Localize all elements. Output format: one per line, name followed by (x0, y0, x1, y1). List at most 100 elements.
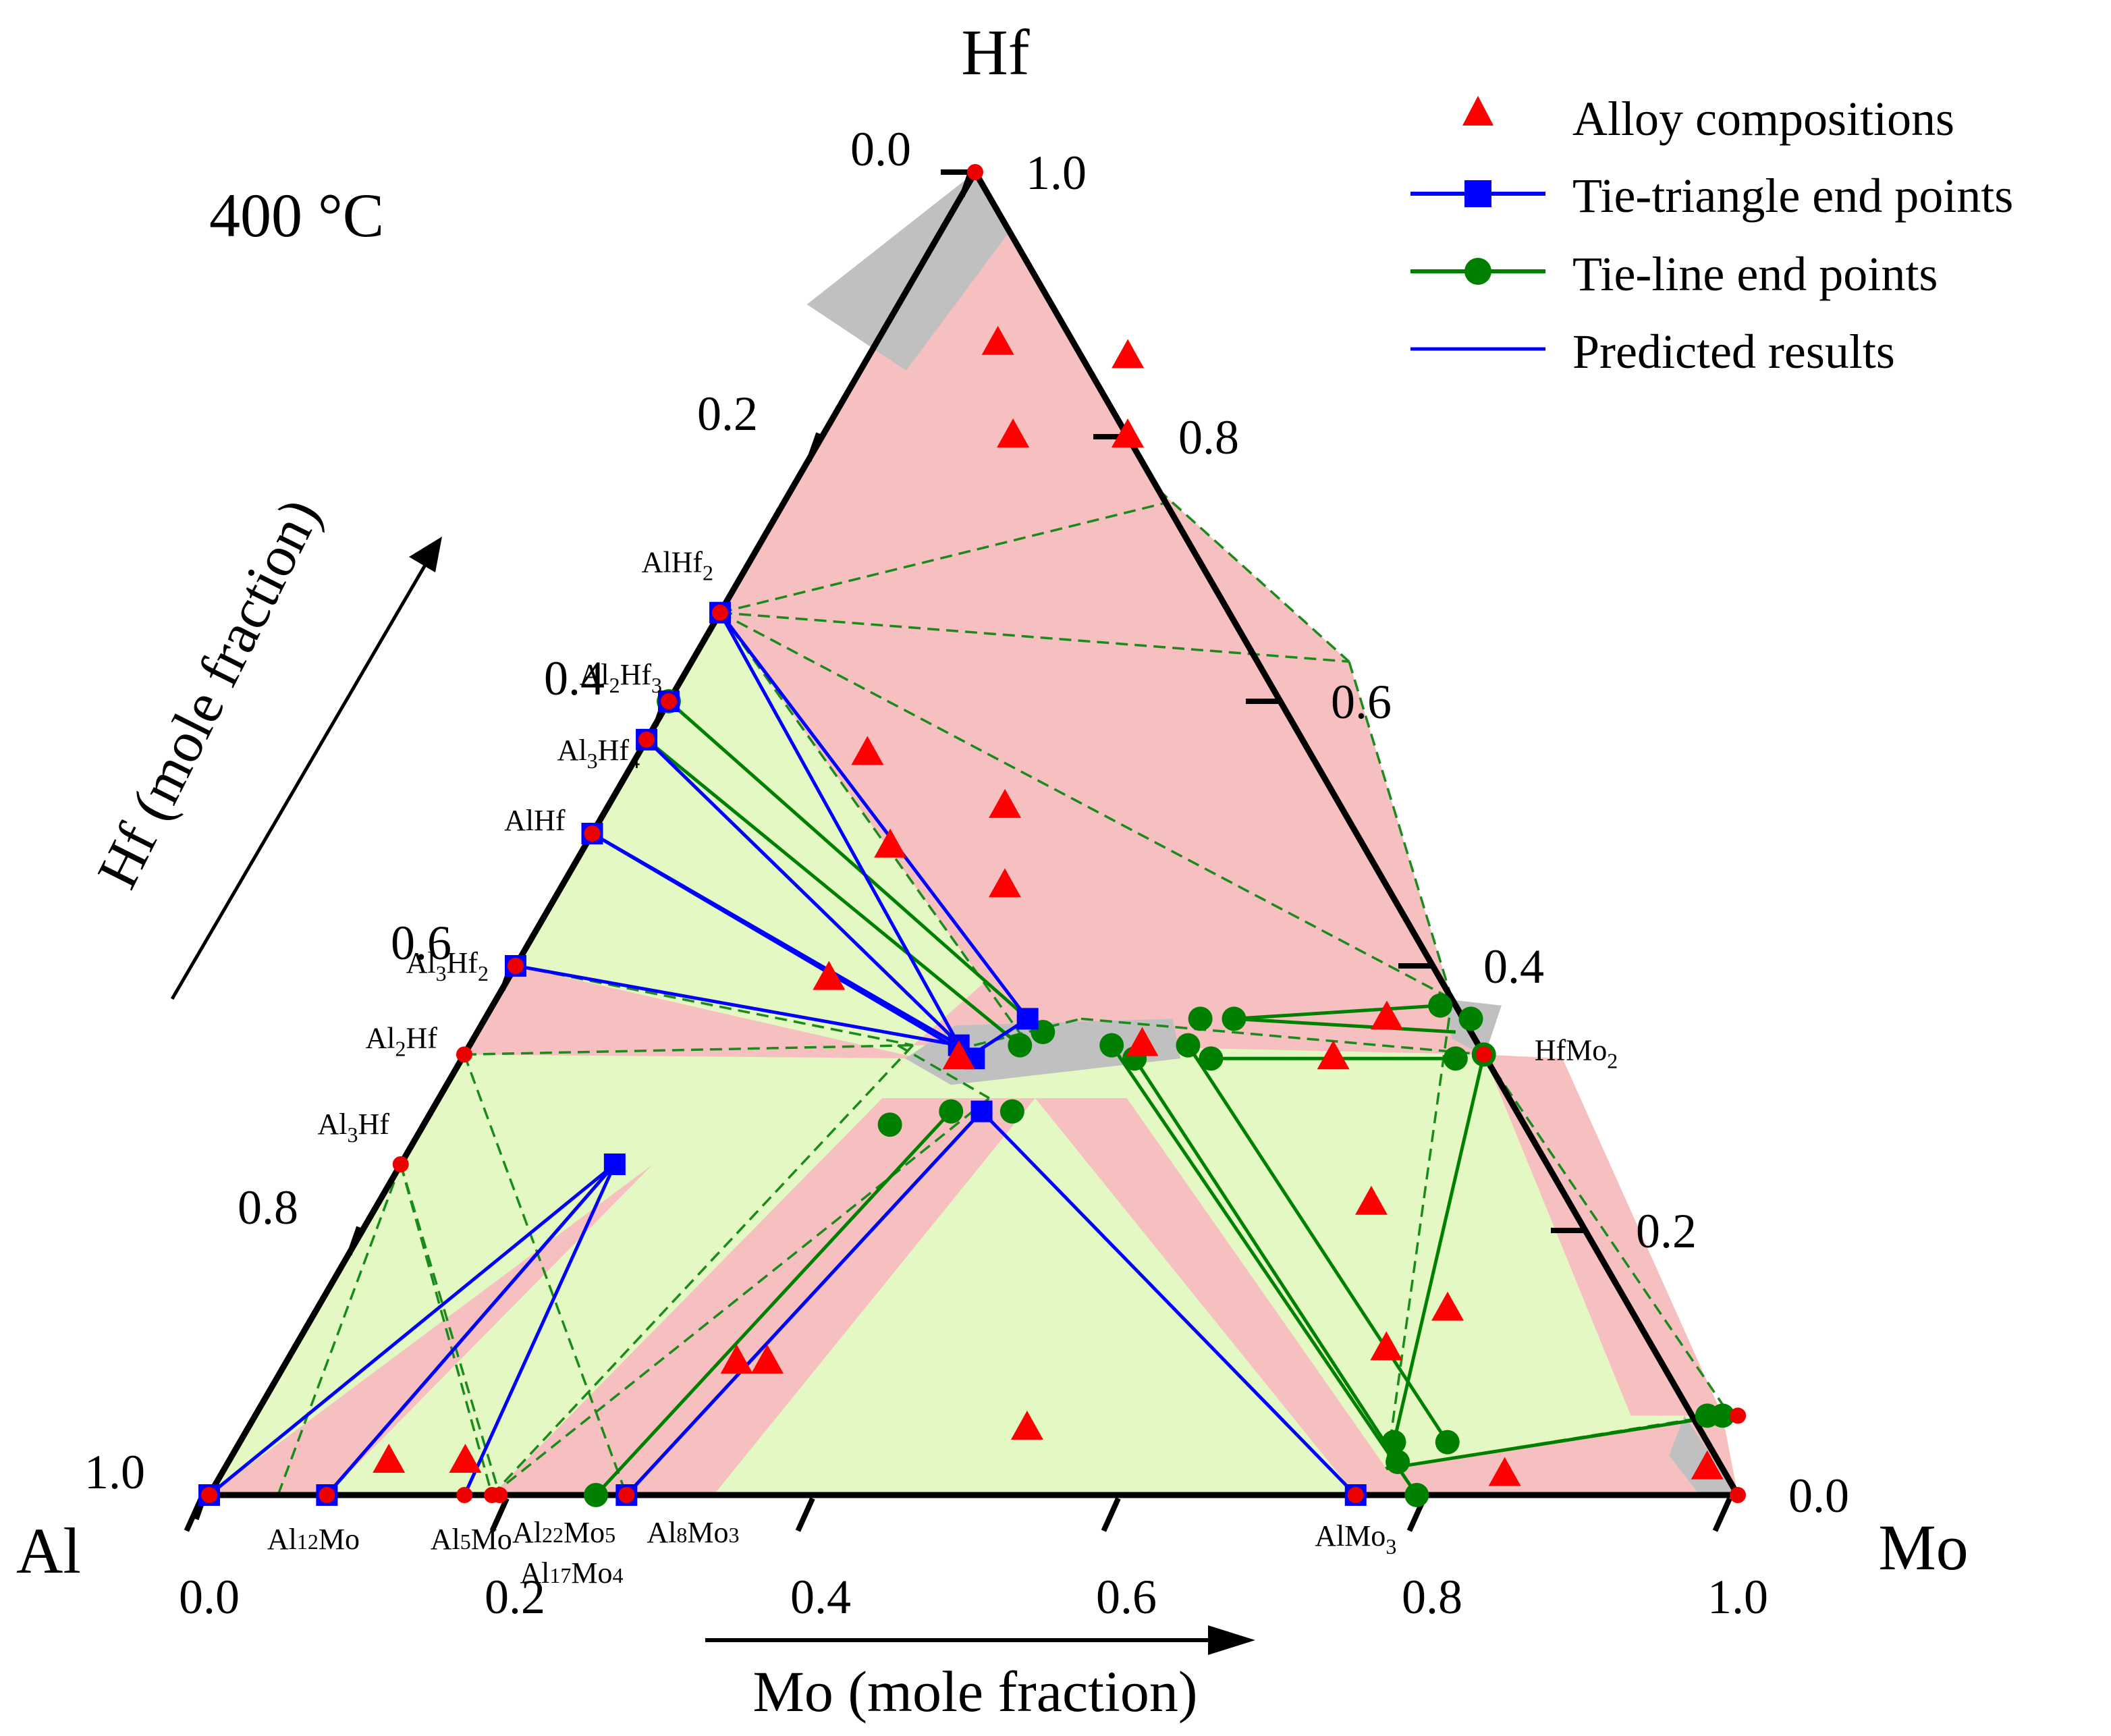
alloy-composition-marker (1370, 1331, 1403, 1361)
phase-label: Al3Hf2 (406, 946, 489, 985)
phase-point (456, 1487, 473, 1503)
tie-line (1386, 1413, 1723, 1471)
bottom-tick-label: 0.2 (485, 1570, 545, 1624)
phase-point (491, 1487, 508, 1503)
alloy-composition-marker (1112, 418, 1144, 447)
phase-label: Al5Mo (431, 1523, 512, 1556)
legend-circle-marker (1464, 258, 1491, 285)
predicted-line (1157, 489, 1350, 663)
phase-point (392, 1156, 409, 1172)
tie-line-end-point (1008, 1033, 1033, 1058)
three-phase-region (209, 1164, 653, 1495)
alloy-composition-marker (1126, 1027, 1159, 1056)
tie-line-end-point (1428, 993, 1453, 1018)
alloy-composition-marker (1354, 1185, 1388, 1215)
phase-point (967, 164, 983, 180)
phase-label: Al8Mo3 (647, 1516, 739, 1549)
legend: Alloy compositions Tie-triangle end poin… (1410, 92, 2013, 379)
predicted-line (491, 1097, 990, 1496)
alloy-composition-marker (1370, 1000, 1403, 1030)
tie-line-end-point (1435, 1430, 1460, 1455)
alloy-composition-marker (1317, 1040, 1350, 1070)
three-phase-region (464, 966, 921, 1059)
right-tick-label: 1.0 (1026, 146, 1087, 200)
phase-point (508, 958, 524, 974)
tie-line-end-point (1099, 1033, 1124, 1058)
tie-line-end-point (1188, 1006, 1213, 1031)
tie-line-end-point (1176, 1033, 1201, 1058)
right-tick-label: 0.4 (1483, 940, 1544, 994)
tie-line (1234, 1016, 1456, 1034)
alloy-composition-marker (1010, 1411, 1043, 1440)
tie-line-end-point (1458, 1006, 1483, 1031)
phase-label: AlHf2 (642, 546, 713, 585)
phase-region-layer (209, 172, 1738, 1495)
phase-label-layer: Al12Mo Al5Mo Al22Mo5 Al17Mo4 Al8Mo3 AlMo3 AlHf… (267, 546, 1618, 1590)
tie-line (1133, 1057, 1400, 1463)
phase-point (584, 825, 601, 842)
legend-label-tie-triangle: Tie-triangle end points (1572, 169, 2013, 223)
vertex-label-left: Al (16, 1515, 81, 1587)
left-tick (806, 432, 821, 462)
predicted-line (1483, 1054, 1732, 1417)
right-tick-label: 0.0 (1788, 1469, 1849, 1523)
phase-point (1730, 1407, 1747, 1424)
phase-point (201, 1487, 217, 1503)
tie-triangle-end-point (1016, 1008, 1039, 1030)
phase-label: AlMo3 (1315, 1519, 1396, 1558)
right-tick-label: 0.2 (1636, 1204, 1697, 1258)
alloy-composition-marker (449, 1444, 482, 1473)
legend-triangle-marker (1462, 96, 1493, 126)
phase-label: HfMo2 (1535, 1033, 1618, 1073)
tie-line (1392, 1054, 1486, 1443)
x-axis-label: Mo (mole fraction) (752, 1659, 1197, 1724)
right-tick-label: 0.8 (1178, 410, 1239, 464)
predicted-line (719, 501, 1166, 614)
predicted-line (491, 1044, 914, 1496)
vertex-label-top: Hf (961, 16, 1029, 88)
three-phase-region (1483, 1054, 1723, 1416)
tie-line (595, 1110, 953, 1496)
y-axis-label: Hf (mole fraction) (84, 489, 333, 898)
phase-point (712, 604, 729, 621)
bottom-tick-label: 1.0 (1707, 1570, 1768, 1624)
alloy-composition-marker (989, 788, 1022, 818)
right-tick-label: 0.6 (1331, 675, 1392, 729)
phase-label: Al3Hf4 (557, 734, 640, 773)
three-phase-region (720, 489, 1349, 662)
tie-line-end-point (584, 1483, 609, 1507)
tie-line (1234, 1004, 1441, 1021)
left-tick-label: 1.0 (84, 1445, 145, 1499)
alloy-composition-marker (874, 828, 907, 858)
phase-label: Al2Hf3 (580, 658, 662, 697)
phase-label: Al2Hf (366, 1021, 438, 1060)
single-phase-region (806, 172, 1010, 371)
alloy-composition-marker (720, 1345, 753, 1374)
predicted-line (400, 1164, 493, 1496)
tie-triangle (718, 612, 1031, 1061)
bottom-tick-label: 0.8 (1402, 1570, 1462, 1624)
bottom-tick (1712, 1497, 1732, 1532)
alloy-composition-marker (851, 736, 884, 765)
alloy-composition-marker (1691, 1450, 1724, 1480)
phase-label: Al3Hf (318, 1108, 390, 1147)
tie-line-end-point (1404, 1483, 1429, 1507)
three-phase-region (1355, 1415, 1738, 1495)
predicted-line (400, 1164, 501, 1496)
predicted-line (277, 1164, 402, 1496)
tie-triangle-end-point (603, 1154, 626, 1175)
predicted-line (719, 612, 1025, 1039)
three-phase-region (626, 1098, 1035, 1495)
alloy-composition-marker (1431, 1291, 1464, 1321)
phase-point (638, 731, 655, 748)
tie-line-end-point (877, 1112, 902, 1137)
three-phase-region (720, 172, 1159, 613)
phase-label: Al17Mo4 (520, 1556, 623, 1590)
phase-label: Al12Mo (267, 1523, 360, 1556)
x-axis-arrow-head (1208, 1625, 1255, 1655)
marker-layer (198, 164, 1747, 1507)
predicted-line (719, 611, 1350, 663)
phase-point (1730, 1487, 1746, 1503)
predicted-line (719, 612, 1453, 1000)
alloy-composition-marker (997, 418, 1030, 447)
